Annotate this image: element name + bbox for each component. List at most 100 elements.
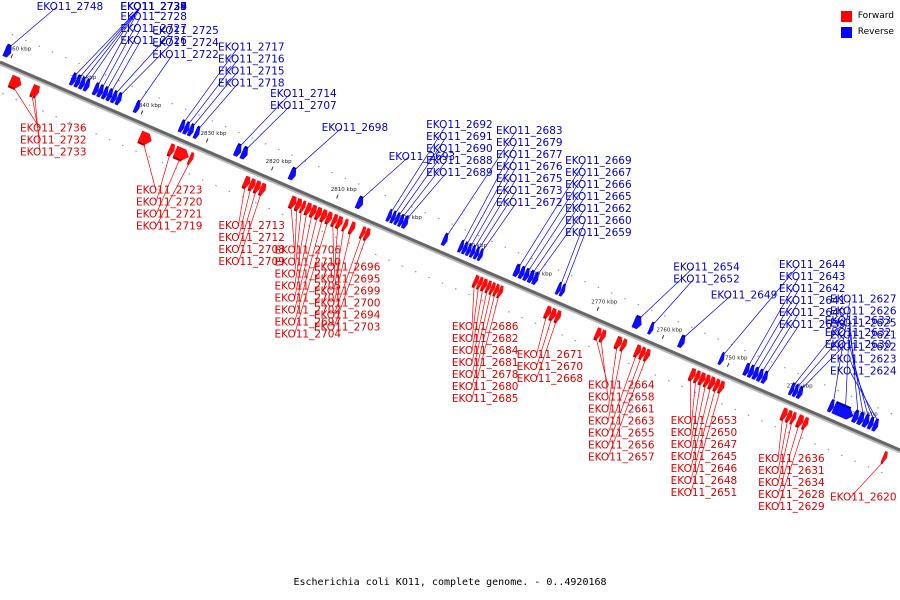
gene-label: EKO11_2648 bbox=[671, 475, 738, 487]
gene-label: EKO11_2688 bbox=[426, 155, 493, 167]
gene-EKO11_2670 bbox=[548, 307, 557, 320]
gene-label: EKO11_2703 bbox=[314, 321, 381, 333]
gene-EKO11_2728 bbox=[96, 85, 104, 98]
callout-line bbox=[845, 311, 851, 407]
gene-label: EKO11_2713 bbox=[218, 220, 285, 232]
gene-label: EKO11_2632 bbox=[825, 327, 892, 339]
callout-line bbox=[79, 6, 141, 78]
backbone-shadow bbox=[0, 62, 900, 454]
callout-line bbox=[607, 355, 637, 434]
scale-tick bbox=[10, 54, 14, 59]
gene-EKO11_2686 bbox=[471, 274, 480, 287]
callout-line bbox=[88, 6, 141, 82]
gene-EKO11_2622 bbox=[861, 415, 870, 428]
gene-EKO11_2640 bbox=[755, 369, 764, 382]
scale-tick-label: 2780 kbp bbox=[526, 271, 552, 277]
callout-line bbox=[13, 87, 41, 129]
gene-label: EKO11_2723 bbox=[136, 185, 203, 197]
gene-label: EKO11_2624 bbox=[830, 366, 897, 378]
scale-tick-label: 2860 kbp bbox=[5, 47, 31, 53]
gene-EKO11_2628 bbox=[795, 414, 804, 427]
gene-shade bbox=[287, 206, 292, 210]
gene-shade bbox=[598, 339, 602, 343]
gene-EKO11_2639 bbox=[760, 371, 769, 384]
callout-line bbox=[536, 321, 557, 379]
gene-label: EKO11_2625 bbox=[830, 318, 897, 330]
gene-label: EKO11_2678 bbox=[452, 369, 519, 381]
gene-label: EKO11_2689 bbox=[426, 167, 493, 179]
gene-label: EKO11_2621 bbox=[830, 330, 897, 342]
gene-EKO11_2734 bbox=[82, 79, 91, 92]
gene-label: EKO11_2675 bbox=[496, 173, 563, 185]
gene-label: EKO11_2651 bbox=[671, 487, 738, 499]
gene-EKO11_2665 bbox=[526, 271, 535, 284]
gene-EKO11_2666 bbox=[522, 269, 530, 282]
callout-line bbox=[766, 324, 800, 374]
gene-EKO11_2676 bbox=[464, 244, 472, 257]
callout-line bbox=[471, 289, 483, 351]
scale-tick-label: 2740 kbp bbox=[787, 384, 813, 390]
gene-EKO11_2675 bbox=[468, 246, 476, 258]
gene-EKO11_2712 bbox=[247, 178, 256, 191]
gene-label: EKO11_2720 bbox=[136, 197, 203, 209]
callout-line bbox=[116, 30, 173, 93]
callout-line bbox=[690, 383, 701, 446]
gene-EKO11_2663 bbox=[619, 338, 628, 351]
scale-tick-label: 2830 kbp bbox=[201, 131, 227, 137]
gene-EKO11_2664 bbox=[593, 327, 602, 340]
gene-label: EKO11_2663 bbox=[588, 416, 655, 428]
gene-EKO11_2715 bbox=[186, 124, 195, 137]
gene-EKO11_2625 bbox=[850, 410, 859, 424]
gene-EKO11_2659 bbox=[558, 284, 566, 297]
gene-EKO11_2672 bbox=[476, 249, 484, 262]
gene-EKO11_2629 bbox=[801, 416, 809, 429]
gene-EKO11_2720 bbox=[167, 143, 176, 156]
gene-label: EKO11_2727 bbox=[120, 23, 187, 35]
callout-line bbox=[155, 158, 181, 215]
callout-line bbox=[470, 167, 517, 246]
callout-line bbox=[107, 29, 141, 89]
callout-line bbox=[690, 389, 716, 482]
callout-line bbox=[690, 381, 696, 434]
callout-line bbox=[474, 179, 517, 248]
callout-line bbox=[294, 209, 298, 263]
gene-EKO11_2645 bbox=[703, 374, 711, 387]
gene-shade bbox=[32, 95, 36, 99]
callout-line bbox=[447, 131, 517, 236]
gene-label: EKO11_2662 bbox=[565, 203, 632, 215]
gene-label: EKO11_2710 bbox=[275, 256, 342, 268]
gene-label: EKO11_2738 bbox=[120, 1, 187, 13]
gene-label: EKO11_2698 bbox=[322, 122, 389, 134]
callout-line bbox=[237, 193, 262, 263]
gene-label: EKO11_2636 bbox=[758, 453, 825, 465]
gene-EKO11_2710 bbox=[294, 198, 303, 211]
callout-line bbox=[120, 42, 173, 95]
gene-EKO11_2704 bbox=[324, 211, 333, 224]
gene-label: EKO11_2628 bbox=[758, 489, 825, 501]
gene-label: EKO11_2701 bbox=[275, 292, 342, 304]
gene-label: EKO11_2702 bbox=[275, 304, 342, 316]
callout-line bbox=[683, 295, 731, 338]
callout-line bbox=[333, 237, 362, 316]
callout-line bbox=[31, 95, 41, 141]
callout-line bbox=[777, 418, 783, 459]
gene-EKO11_2701 bbox=[309, 204, 318, 217]
gene-EKO11_2693 bbox=[354, 197, 364, 210]
gene-label: EKO11_2660 bbox=[565, 215, 632, 227]
callout-line bbox=[183, 47, 239, 123]
legend-reverse: Reverse bbox=[840, 24, 894, 40]
gene-label: EKO11_2656 bbox=[588, 440, 655, 452]
gene-label: EKO11_2683 bbox=[496, 125, 563, 137]
callout-line bbox=[690, 385, 706, 458]
legend-forward-label: Forward bbox=[857, 11, 894, 21]
gene-label: EKO11_2735 bbox=[120, 1, 187, 13]
gene-label: EKO11_2664 bbox=[588, 380, 655, 392]
gene-EKO11_2652 bbox=[647, 323, 655, 335]
callout-line bbox=[833, 299, 851, 402]
gene-EKO11_2689 bbox=[400, 216, 409, 229]
gene-label: EKO11_2671 bbox=[517, 349, 584, 361]
scale-tick bbox=[336, 194, 339, 199]
callout-line bbox=[777, 425, 799, 496]
gene-label: EKO11_2676 bbox=[496, 161, 563, 173]
gene-EKO11_2719 bbox=[187, 152, 195, 164]
